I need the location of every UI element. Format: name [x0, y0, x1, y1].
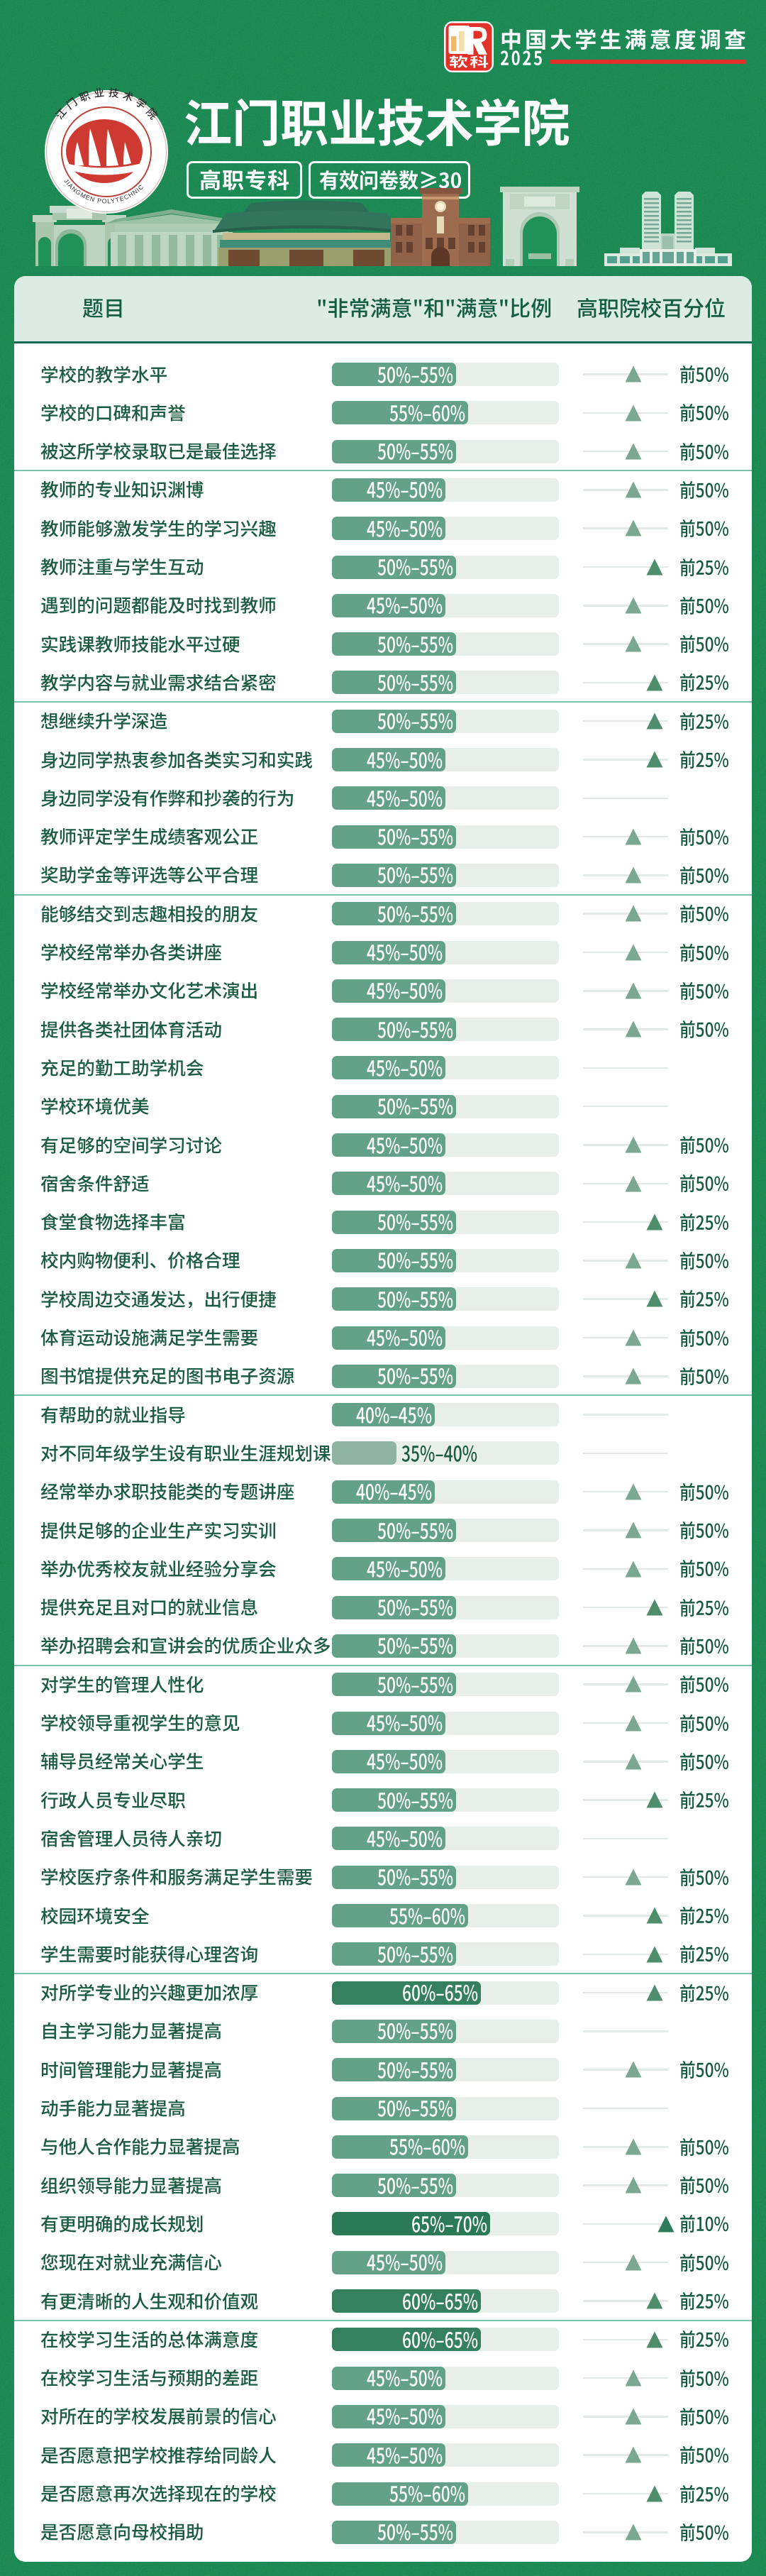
- svg-text:JIANGMEN POLYTECHNIC: JIANGMEN POLYTECHNIC: [62, 177, 145, 204]
